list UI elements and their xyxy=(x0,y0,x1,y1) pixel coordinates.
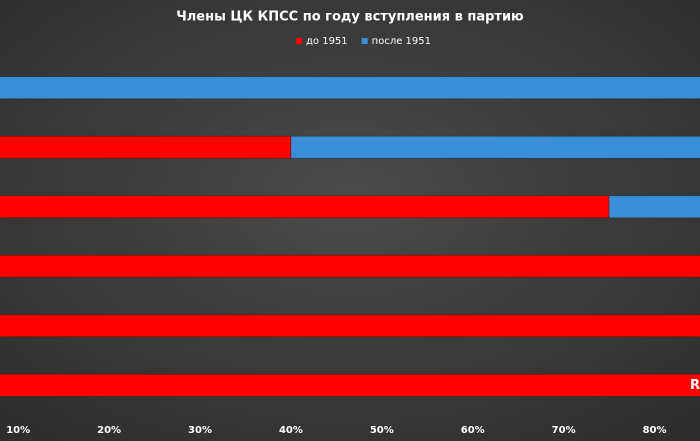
legend-swatch xyxy=(361,38,368,44)
x-tick-label: 30% xyxy=(188,425,212,436)
chart-title: Члены ЦК КПСС по году вступления в парти… xyxy=(176,10,524,25)
legend-label: после 1951 xyxy=(372,36,431,47)
x-tick-label: 80% xyxy=(643,425,667,436)
legend-swatch xyxy=(296,38,302,44)
x-tick-label: 10% xyxy=(6,425,30,436)
x-tick-label: 60% xyxy=(461,425,485,436)
x-tick-label: 40% xyxy=(279,425,303,436)
x-tick-label: 20% xyxy=(97,425,121,436)
x-tick-label: 70% xyxy=(552,425,576,436)
legend-label: до 1951 xyxy=(306,36,348,47)
bar-segment xyxy=(0,195,610,219)
bar-segment xyxy=(0,373,700,397)
bar-segment xyxy=(0,314,700,338)
bar-segment xyxy=(0,254,700,278)
bar-segment xyxy=(0,135,292,159)
x-tick-label: 50% xyxy=(370,425,394,436)
bar-segment xyxy=(608,195,700,219)
bar-segment xyxy=(0,76,700,100)
bar-segment xyxy=(290,135,700,159)
annotation: R xyxy=(690,378,700,393)
